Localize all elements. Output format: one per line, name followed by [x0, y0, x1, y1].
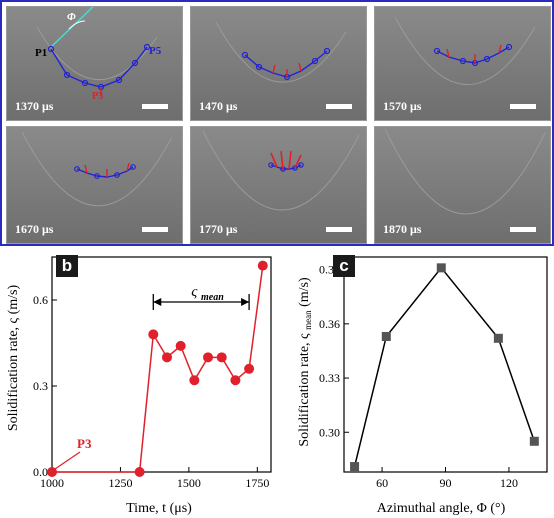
p3-label: P3: [77, 436, 92, 451]
y-tick-label: 0.33: [319, 371, 340, 385]
mean-subscript: mean: [201, 292, 224, 303]
x-tick-label: 1250: [108, 476, 132, 490]
frame-1770: 1770 μs: [190, 126, 367, 244]
frame-1570-overlay: [394, 16, 536, 85]
data-point: [161, 352, 172, 363]
y-label-unit: (m/s): [297, 277, 312, 307]
frame-1470-overlay: [215, 21, 347, 83]
p3-arrow: [54, 451, 81, 470]
mean-symbol: ς: [191, 284, 198, 300]
data-point: [350, 462, 360, 472]
y-label-sub: mean: [303, 310, 313, 330]
label-p3-frame: P3: [92, 91, 104, 102]
panel-b-letter: b: [56, 255, 78, 277]
x-axis-label: Azimuthal angle, Φ (°): [377, 501, 506, 516]
frame-1670: 1670 μs: [6, 126, 183, 244]
x-tick-label: 60: [376, 476, 388, 490]
frame-1370: P1 P5 P3 Φ 1370 μs: [6, 6, 183, 121]
x-tick-label: 1000: [40, 476, 64, 490]
panel-c-letter: c: [333, 255, 355, 277]
y-axis-label: Solidification rate, ς (m/s): [6, 285, 21, 432]
label-phi: Φ: [67, 11, 76, 23]
contour-line: [50, 46, 148, 88]
y-tick-label: 0.3: [33, 379, 48, 393]
data-point: [257, 260, 268, 271]
plot-frame: [343, 256, 548, 473]
y-tick-label: 0.0: [33, 465, 48, 479]
data-point: [381, 331, 391, 341]
frame-1570: 1570 μs: [374, 6, 551, 121]
y-tick-label: 0.36: [319, 317, 340, 331]
x-tick-label: 1750: [245, 476, 269, 490]
y-tick-label: 0.6: [33, 293, 48, 307]
frame-time: 1470 μs: [199, 99, 238, 113]
data-point: [203, 352, 214, 363]
x-tick-label: 120: [500, 476, 518, 490]
data-point: [148, 329, 159, 340]
bracket-arrow-left: [153, 298, 162, 306]
data-point: [134, 467, 145, 477]
data-point: [493, 333, 503, 343]
data-point: [244, 363, 255, 374]
plot-frame: [51, 256, 272, 473]
series: [47, 260, 268, 477]
data-point: [436, 263, 446, 273]
frame-time: 1670 μs: [15, 222, 54, 236]
frame-1870-overlay: [384, 128, 546, 215]
frame-1770-overlay: [202, 130, 360, 211]
scale-bar: [326, 104, 352, 109]
scale-bar: [510, 227, 536, 232]
panel-b-chart: 1000 1250 1500 1750 0.0 0.3 0.6 Solidification…: [6, 256, 272, 516]
scale-bar: [142, 104, 168, 109]
data-point: [216, 352, 227, 363]
y-tick-label: 0.30: [319, 425, 340, 439]
y-axis-label: Solidification rate, ς mean (m/s): [297, 277, 315, 447]
data-point: [230, 375, 241, 386]
panel-a-image-grid: a P1 P5 P3 Φ 1370 μs: [0, 0, 554, 246]
x-tick-label: 90: [440, 476, 452, 490]
frame-time: 1770 μs: [199, 222, 238, 236]
y-label-main: Solidification rate, ς: [297, 333, 312, 447]
frame-1670-overlay: [21, 131, 173, 207]
label-p1: P1: [35, 47, 48, 59]
frame-time: 1870 μs: [383, 222, 422, 236]
frame-1370-overlay: [36, 7, 158, 95]
x-tick-label: 1500: [177, 476, 201, 490]
frame-time: 1570 μs: [383, 99, 422, 113]
data-point: [47, 467, 57, 477]
data-point: [189, 375, 200, 386]
mean-label: ς mean: [191, 284, 224, 303]
series: [350, 263, 539, 472]
frame-1470: 1470 μs: [190, 6, 367, 121]
data-point: [175, 340, 186, 351]
data-point: [529, 436, 539, 446]
label-p5: P5: [149, 45, 162, 57]
frame-time: 1370 μs: [15, 99, 54, 113]
axes: 1000 1250 1500 1750 0.0 0.3 0.6: [33, 256, 272, 490]
frame-1870: 1870 μs: [374, 126, 551, 244]
scale-bar: [326, 227, 352, 232]
scale-bar: [510, 104, 536, 109]
x-axis-label: Time, t (μs): [126, 501, 192, 516]
bracket-arrow-right: [241, 298, 250, 306]
scale-bar: [142, 227, 168, 232]
series-line: [353, 266, 536, 467]
